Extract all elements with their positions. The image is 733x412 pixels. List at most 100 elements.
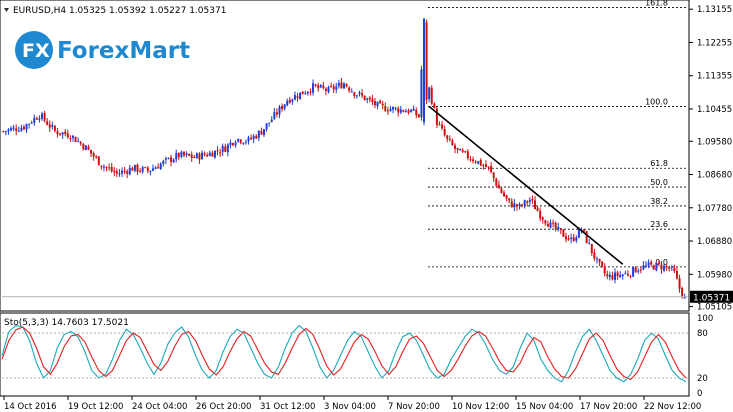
- bear-candle: [652, 265, 655, 270]
- bull-candle: [350, 91, 353, 93]
- bull-candle: [595, 258, 598, 260]
- bear-candle: [583, 229, 586, 232]
- bear-candle: [441, 124, 444, 129]
- bear-candle: [105, 166, 108, 168]
- bull-candle: [278, 106, 281, 115]
- bull-candle: [102, 166, 105, 168]
- bear-candle: [526, 201, 529, 203]
- bear-candle: [353, 92, 356, 97]
- bear-candle: [219, 152, 222, 154]
- bear-candle: [69, 138, 72, 140]
- bull-candle: [412, 108, 415, 111]
- current-price-marker: 1.05371: [690, 290, 733, 303]
- bull-candle: [306, 91, 309, 94]
- time-tick-label: 15 Nov 04:00: [516, 402, 573, 412]
- bear-candle: [113, 170, 116, 173]
- sto-tick-label: 80: [697, 329, 708, 339]
- bull-candle: [41, 113, 44, 119]
- bull-candle: [273, 112, 276, 119]
- main-chart-panel[interactable]: [0, 0, 690, 312]
- bear-candle: [515, 204, 518, 207]
- bull-candle: [128, 167, 131, 175]
- bear-candle: [562, 229, 565, 237]
- bull-candle: [213, 150, 216, 158]
- bear-candle: [461, 150, 464, 152]
- bear-candle: [448, 139, 451, 141]
- bull-candle: [327, 87, 330, 93]
- header-arrow-icon: [4, 8, 9, 12]
- bear-candle: [415, 109, 418, 116]
- bear-candle: [64, 131, 67, 135]
- bull-candle: [33, 117, 36, 123]
- bull-candle: [283, 104, 286, 109]
- bear-candle: [425, 22, 428, 100]
- bull-candle: [10, 128, 13, 131]
- bear-candle: [224, 146, 227, 152]
- bull-candle: [195, 153, 198, 158]
- bear-candle: [521, 204, 524, 206]
- bear-candle: [59, 133, 62, 135]
- bull-candle: [84, 145, 87, 151]
- logo-wordmark: ForexMart: [57, 38, 190, 64]
- bear-candle: [255, 135, 258, 139]
- bear-candle: [534, 200, 537, 210]
- bear-candle: [288, 99, 291, 103]
- bear-candle: [479, 160, 482, 166]
- bear-candle: [345, 84, 348, 87]
- bear-candle: [203, 153, 206, 156]
- bull-candle: [208, 152, 211, 156]
- sto-tick-label: 100: [697, 314, 713, 324]
- bear-candle: [474, 161, 477, 163]
- bull-candle: [226, 144, 229, 153]
- bear-candle: [453, 145, 456, 149]
- bull-candle: [663, 265, 666, 271]
- bear-candle: [100, 165, 103, 168]
- bull-candle: [304, 93, 307, 95]
- bull-candle: [392, 106, 395, 110]
- symbol-header: EURUSD,H4 1.05325 1.05392 1.05227 1.0537…: [4, 6, 226, 16]
- bull-candle: [608, 274, 611, 278]
- bear-candle: [373, 101, 376, 106]
- sto-tick-label: 20: [697, 374, 708, 384]
- bear-candle: [495, 178, 498, 186]
- bear-candle: [170, 157, 173, 162]
- bear-candle: [650, 261, 653, 265]
- bear-candle: [108, 167, 111, 169]
- bull-candle: [247, 137, 250, 142]
- bear-candle: [66, 133, 69, 138]
- bear-candle: [381, 103, 384, 106]
- symbol-header-text: EURUSD,H4 1.05325 1.05392 1.05227 1.0537…: [13, 6, 226, 16]
- bull-candle: [118, 173, 121, 175]
- bear-candle: [157, 167, 160, 169]
- bull-candle: [399, 109, 402, 113]
- bear-candle: [626, 273, 629, 276]
- bear-candle: [397, 108, 400, 113]
- sto-tick-label: 0: [697, 389, 702, 399]
- price-tick-label: 1.13155: [697, 5, 732, 15]
- bear-candle: [430, 87, 433, 104]
- bull-candle: [655, 263, 658, 271]
- price-tick-label: 1.08680: [697, 171, 732, 181]
- price-tick-label: 1.12255: [697, 38, 732, 48]
- bull-candle: [528, 199, 531, 203]
- stochastic-title: Sto(5,3,3) 14.7603 17.5021: [4, 318, 129, 328]
- bull-candle: [319, 85, 322, 88]
- bull-candle: [133, 164, 136, 171]
- time-tick-label: 22 Nov 12:00: [644, 402, 701, 412]
- bear-candle: [451, 140, 454, 146]
- time-tick-label: 14 Oct 2016: [4, 402, 57, 412]
- bull-candle: [343, 83, 345, 89]
- bull-candle: [252, 135, 255, 140]
- bear-candle: [371, 98, 374, 103]
- bull-candle: [121, 170, 124, 174]
- bear-candle: [616, 272, 619, 277]
- bear-candle: [665, 266, 668, 268]
- bull-candle: [7, 129, 10, 132]
- bull-candle: [624, 273, 627, 275]
- bear-candle: [123, 170, 126, 172]
- fx-badge-text: FX: [22, 40, 50, 62]
- bull-candle: [637, 270, 640, 272]
- bull-candle: [234, 142, 237, 146]
- bear-candle: [503, 192, 506, 197]
